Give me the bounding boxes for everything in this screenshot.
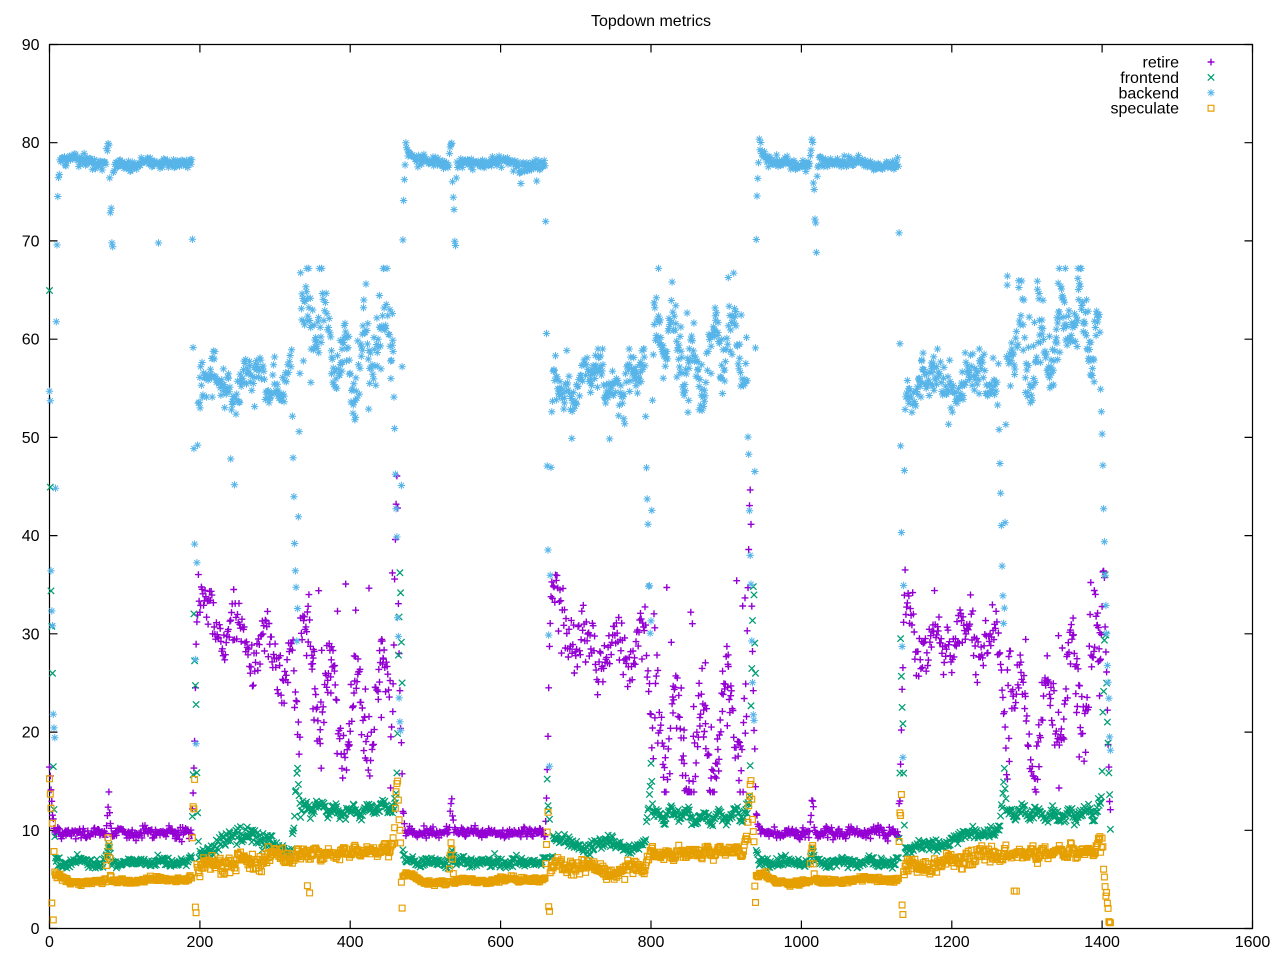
svg-text:10: 10 (22, 823, 40, 840)
svg-text:1600: 1600 (1235, 934, 1271, 951)
svg-text:600: 600 (487, 934, 514, 951)
svg-text:frontend: frontend (1120, 70, 1179, 87)
svg-text:60: 60 (22, 332, 40, 349)
svg-text:800: 800 (638, 934, 665, 951)
svg-text:speculate: speculate (1111, 101, 1180, 118)
svg-text:1000: 1000 (784, 934, 820, 951)
svg-text:70: 70 (22, 233, 40, 250)
svg-text:0: 0 (31, 921, 40, 938)
svg-text:50: 50 (22, 430, 40, 447)
svg-text:200: 200 (187, 934, 214, 951)
svg-text:80: 80 (22, 135, 40, 152)
svg-text:1200: 1200 (934, 934, 970, 951)
svg-text:20: 20 (22, 725, 40, 742)
svg-text:30: 30 (22, 626, 40, 643)
svg-text:90: 90 (22, 37, 40, 54)
svg-text:1400: 1400 (1084, 934, 1120, 951)
svg-text:0: 0 (45, 934, 54, 951)
svg-text:Topdown metrics: Topdown metrics (591, 13, 711, 30)
svg-text:40: 40 (22, 528, 40, 545)
svg-text:backend: backend (1119, 85, 1180, 102)
svg-text:retire: retire (1143, 55, 1180, 72)
svg-text:400: 400 (337, 934, 364, 951)
